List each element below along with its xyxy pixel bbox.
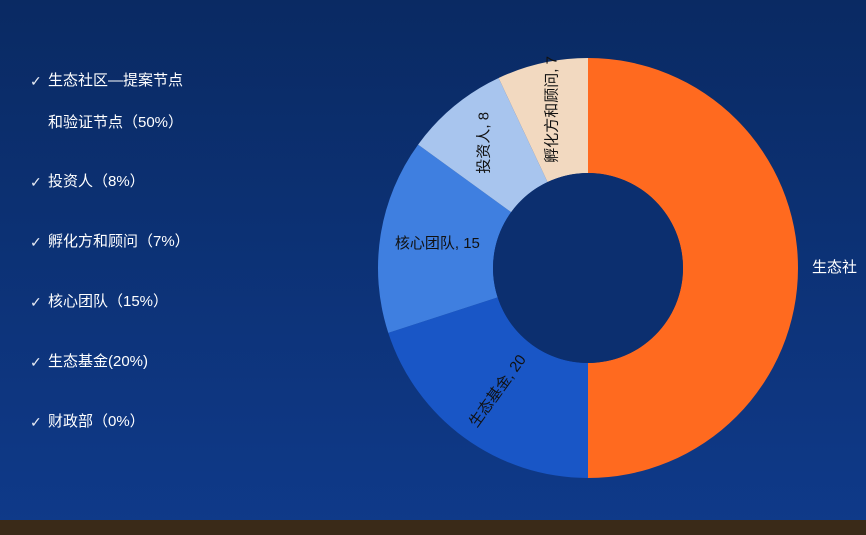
legend-item: ✓孵化方和顾问（7%） [30, 231, 190, 253]
legend-item-label: 孵化方和顾问（7%） [48, 231, 190, 252]
check-icon: ✓ [30, 351, 48, 373]
check-icon: ✓ [30, 171, 48, 193]
donut-slice-label: 核心团队, 15 [395, 235, 480, 252]
legend-item-label: 核心团队（15%） [48, 291, 168, 312]
legend-item: ✓生态社区—提案节点 和验证节点（50%） [30, 70, 190, 133]
check-icon: ✓ [30, 411, 48, 433]
legend-item-label: 生态社区—提案节点 和验证节点（50%） [48, 70, 183, 133]
check-icon: ✓ [30, 231, 48, 253]
legend-item: ✓投资人（8%） [30, 171, 190, 193]
donut-hole [493, 173, 683, 363]
check-icon: ✓ [30, 70, 48, 92]
legend-item: ✓生态基金(20%) [30, 351, 190, 373]
legend-item: ✓核心团队（15%） [30, 291, 190, 313]
stage: ✓生态社区—提案节点 和验证节点（50%）✓投资人（8%）✓孵化方和顾问（7%）… [0, 0, 866, 535]
legend-item-label: 生态基金(20%) [48, 351, 148, 372]
donut-slice-label: 孵化方和顾问, 7 [544, 56, 561, 163]
donut-slice-label: 投资人, 8 [475, 112, 492, 174]
legend: ✓生态社区—提案节点 和验证节点（50%）✓投资人（8%）✓孵化方和顾问（7%）… [30, 70, 190, 433]
legend-item: ✓财政部（0%） [30, 411, 190, 433]
legend-item-label: 财政部（0%） [48, 411, 145, 432]
check-icon: ✓ [30, 291, 48, 313]
donut-slice-label: 生态社区, 50 [812, 259, 858, 276]
donut-chart: 生态社区, 50生态基金, 20核心团队, 15投资人, 8孵化方和顾问, 7 [318, 8, 858, 528]
legend-item-label: 投资人（8%） [48, 171, 145, 192]
